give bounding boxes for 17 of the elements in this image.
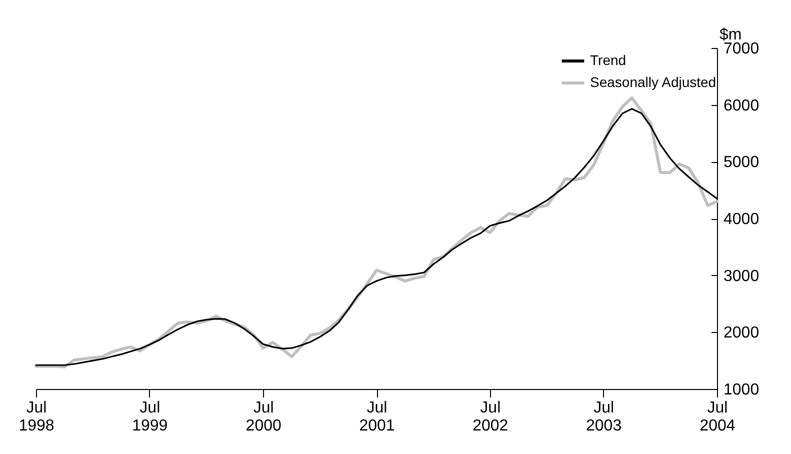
- x-tick-label: Jul 1999: [132, 400, 168, 434]
- x-tick-label: Jul 2004: [700, 400, 736, 434]
- y-tick-label: 7000: [724, 40, 760, 58]
- y-axis-title: $m: [720, 26, 742, 44]
- x-tick-label: Jul 2003: [586, 400, 622, 434]
- y-tick-label: 2000: [724, 324, 760, 342]
- x-tick-label: Jul 2002: [472, 400, 508, 434]
- y-tick-label: 6000: [724, 97, 760, 114]
- legend-label: Trend: [590, 52, 626, 68]
- y-tick-label: 1000: [724, 382, 760, 398]
- x-tick-label: Jul 2001: [359, 400, 395, 434]
- legend-label: Seasonally Adjusted: [590, 74, 716, 90]
- y-tick-label: 4000: [724, 211, 760, 228]
- x-tick-label: Jul 2000: [246, 400, 282, 434]
- y-tick-label: 5000: [724, 154, 760, 172]
- x-tick-label: Jul 1998: [18, 400, 54, 434]
- y-tick-label: 3000: [724, 268, 760, 285]
